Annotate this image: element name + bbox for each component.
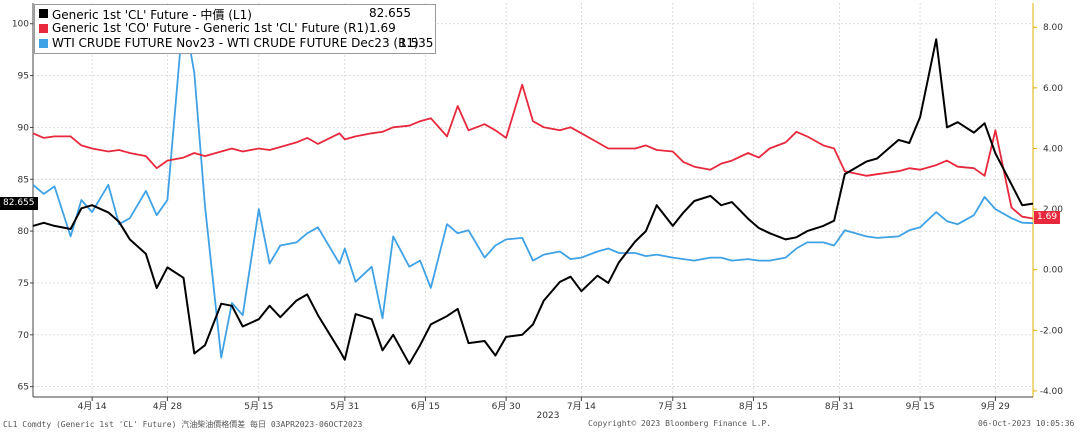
legend-item: Generic 1st 'CO' Future - Generic 1st 'C… [39, 21, 431, 36]
x-tick-label: 7月 31 [658, 401, 687, 412]
x-axis-year-label: 2023 [537, 411, 560, 421]
axes [32, 3, 1034, 398]
left-tick-label: 95 [18, 72, 29, 82]
legend-item: WTI CRUDE FUTURE Nov23 - WTI CRUDE FUTUR… [39, 36, 434, 51]
right-tick-label: 4.00 [1043, 144, 1063, 154]
legend-label: Generic 1st 'CO' Future - Generic 1st 'C… [52, 21, 369, 35]
legend-value: 82.655 [369, 6, 411, 20]
x-tick-label: 6月 15 [411, 401, 440, 412]
legend-label: WTI CRUDE FUTURE Nov23 - WTI CRUDE FUTUR… [52, 36, 419, 50]
legend-swatch [39, 24, 48, 33]
left-tick-label: 65 [18, 383, 29, 393]
right-axis-ticks: -4.00 -2.00 0.00 2.00 4.00 6.00 8.00 [1033, 23, 1063, 397]
x-tick-label: 5月 31 [330, 401, 359, 412]
left-tick-label: 70 [18, 331, 30, 341]
legend-swatch [39, 39, 48, 48]
x-tick-label: 5月 15 [244, 401, 273, 412]
x-tick-label: 6月 30 [492, 401, 521, 412]
right-tick-label: 0.00 [1043, 266, 1063, 276]
x-tick-label: 4月 28 [153, 401, 182, 412]
series-line-2 [32, 11, 1034, 359]
legend-item: Generic 1st 'CL' Future - 中價 (L1) 82.655 [39, 6, 431, 22]
x-tick-label: 9月 29 [981, 401, 1010, 412]
x-tick-label: 7月 14 [567, 401, 596, 412]
grid-lines [33, 3, 1033, 397]
x-axis-ticks: 4月 14 4月 28 5月 15 5月 31 6月 15 6月 30 7月 14 7月 31… [78, 397, 1010, 412]
right-tick-label: 2.00 [1043, 205, 1063, 215]
left-tick-label: 85 [18, 175, 29, 185]
x-tick-label: 4月 14 [78, 401, 107, 412]
series-line-0 [32, 38, 1034, 365]
left-tick-label: 90 [18, 123, 30, 133]
x-tick-label: 8月 15 [739, 401, 768, 412]
left-tick-label: 75 [18, 279, 29, 289]
series-line-1 [32, 83, 1034, 220]
right-tick-label: -2.00 [1040, 326, 1064, 336]
legend: Generic 1st 'CL' Future - 中價 (L1) 82.655… [34, 4, 436, 54]
legend-swatch [39, 9, 48, 18]
left-axis-ticks: 65 70 75 80 85 90 95 100 [12, 20, 33, 393]
series-layer [32, 11, 1034, 365]
right-tick-label: 6.00 [1043, 84, 1063, 94]
footer-copyright: Copyright© 2023 Bloomberg Finance L.P. [588, 419, 772, 428]
x-tick-label: 9月 15 [906, 401, 935, 412]
right-tick-label: -4.00 [1040, 387, 1064, 397]
legend-value: 1.535 [399, 36, 434, 50]
footer-source: CL1 Comdty (Generic 1st 'CL' Future) 汽油柴… [3, 420, 363, 429]
legend-value: 1.69 [369, 21, 396, 35]
footer-timestamp: 06-Oct-2023 10:05:36 [978, 419, 1075, 428]
right-tick-label: 8.00 [1043, 23, 1063, 33]
left-last-value-tag: 82.655 [0, 197, 38, 210]
right-last-value-tag: 1.69 [1034, 211, 1061, 224]
left-tick-label: 100 [12, 20, 29, 30]
legend-label: Generic 1st 'CL' Future - 中價 (L1) [52, 8, 252, 22]
x-tick-label: 8月 31 [825, 401, 854, 412]
left-tick-label: 80 [18, 227, 30, 237]
